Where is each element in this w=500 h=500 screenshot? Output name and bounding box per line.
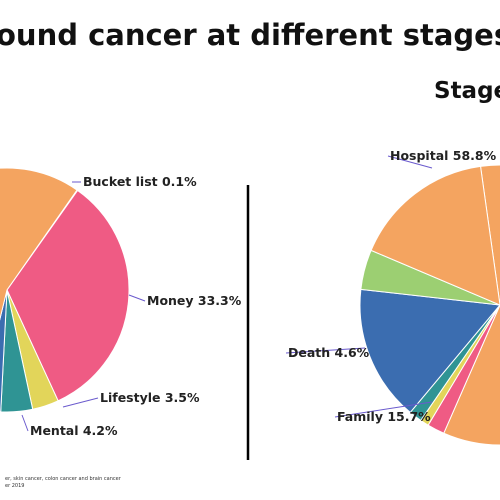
right-pie-slice-hospital <box>443 164 500 446</box>
right-chart-title: Stage <box>434 78 500 104</box>
left-pie-chart: Bucket list 0.1% Money 33.3% Lifestyle 3.5… <box>0 167 242 438</box>
right-pie-chart: Hospital 58.8% Family 15.7% Death 4.6% <box>285 148 500 446</box>
right-slice-label-family: Family 15.7% <box>337 409 431 424</box>
left-leader-line-money <box>128 294 146 302</box>
right-slice-label-death: Death 4.6% <box>288 345 370 360</box>
left-slice-label-bucket-list: Bucket list 0.1% <box>83 174 197 189</box>
left-slice-label-lifestyle: Lifestyle 3.5% <box>100 390 200 405</box>
left-pie-slice-money <box>6 189 130 402</box>
left-slice-label-mental: Mental 4.2% <box>30 423 118 438</box>
left-leader-line-mental <box>21 414 29 432</box>
footnote-line-2: er 2019 <box>5 483 24 489</box>
right-leader-line-death <box>285 347 366 354</box>
right-pie-slice-family <box>359 288 500 414</box>
footnote-line-1: er, skin cancer, colon cancer and brain … <box>5 476 122 482</box>
chart-main-title: ound cancer at different stages <box>0 18 500 52</box>
left-leader-line-lifestyle <box>62 397 99 408</box>
right-slice-label-hospital: Hospital 58.8% <box>390 148 497 163</box>
right-leader-line-family <box>334 401 433 418</box>
left-slice-label-money: Money 33.3% <box>147 293 242 308</box>
right-leader-line-hospital <box>387 155 433 169</box>
right-pie-slice-unlabeled-6 <box>370 165 500 306</box>
left-pie-slice-unlabeled-5 <box>0 167 78 321</box>
left-pie-slice-unlabeled-4 <box>0 289 8 413</box>
